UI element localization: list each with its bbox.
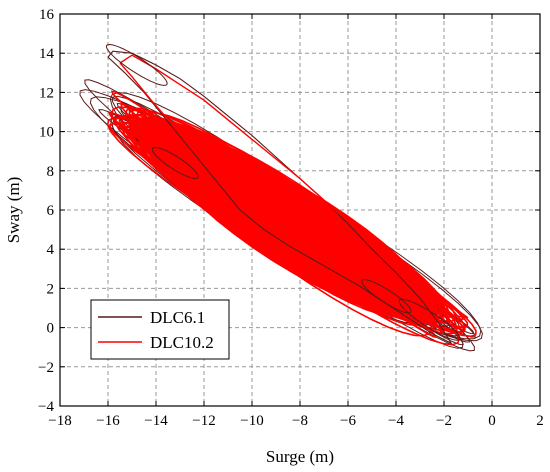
legend-box — [90, 299, 230, 360]
x-tick-label: 0 — [488, 413, 496, 429]
x-tick-label: −2 — [436, 413, 452, 429]
trajectory-dlc6-1 — [398, 298, 461, 341]
y-tick-label: 10 — [39, 125, 54, 141]
x-tick-label: −10 — [240, 413, 263, 429]
y-axis-title: Sway (m) — [4, 177, 23, 244]
y-tick-label: 0 — [47, 321, 55, 337]
x-tick-label: 2 — [536, 413, 544, 429]
x-tick-label: −12 — [192, 413, 215, 429]
y-tick-labels: −4 −2 0 2 4 6 8 10 12 14 16 — [38, 7, 54, 415]
x-tick-label: −4 — [388, 413, 404, 429]
data-cloud — [79, 43, 483, 352]
x-tick-label: −6 — [340, 413, 356, 429]
y-tick-label: −4 — [38, 399, 54, 415]
trajectory-dlc6-1 — [105, 43, 168, 86]
y-tick-label: −2 — [38, 360, 54, 376]
trajectory-dlc6-1 — [151, 146, 199, 180]
y-tick-label: 8 — [47, 164, 55, 180]
y-tick-label: 14 — [39, 46, 55, 62]
series-outline-dlc10-2 — [119, 54, 469, 319]
series-outline-dlc6-1 — [107, 50, 453, 345]
y-tick-label: 12 — [39, 85, 54, 101]
x-tick-labels: −18 −16 −14 −12 −10 −8 −6 −4 −2 0 2 — [48, 413, 543, 429]
x-tick-label: −14 — [144, 413, 168, 429]
y-tick-label: 4 — [47, 242, 55, 258]
y-tick-label: 2 — [47, 281, 55, 297]
x-axis-title: Surge (m) — [266, 447, 334, 466]
trajectory-dlc6-1 — [361, 279, 412, 314]
y-tick-label: 16 — [39, 7, 55, 23]
axis-ticks — [59, 13, 541, 407]
legend-label-dlc10-2: DLC10.2 — [150, 333, 214, 352]
x-tick-label: −8 — [292, 413, 308, 429]
x-tick-label: −16 — [96, 413, 120, 429]
legend: DLC6.1 DLC10.2 — [90, 299, 230, 360]
x-tick-label: −18 — [48, 413, 71, 429]
legend-label-dlc6-1: DLC6.1 — [150, 308, 205, 327]
trajectory-core-dlc10-2 — [167, 144, 433, 319]
y-tick-label: 6 — [47, 203, 55, 219]
